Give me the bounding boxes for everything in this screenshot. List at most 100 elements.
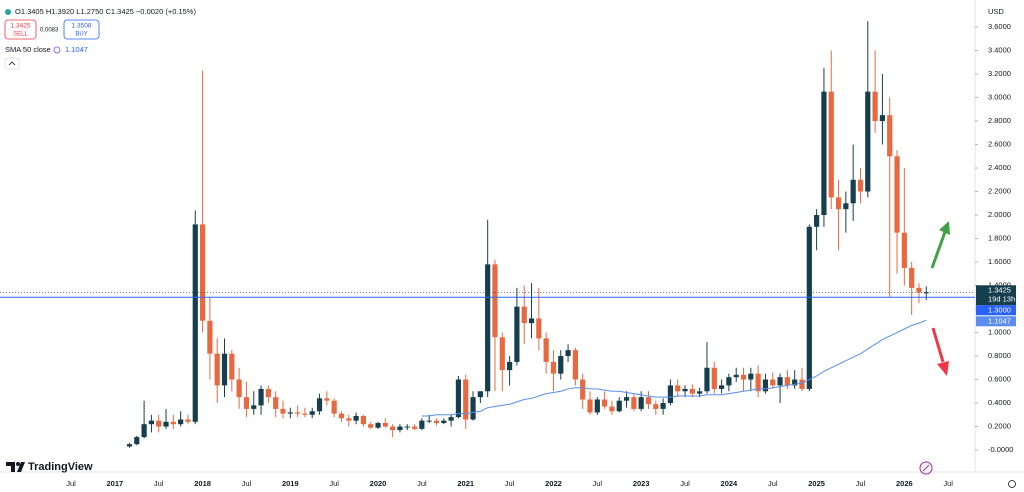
sma-line (421, 319, 927, 417)
indicator-name: SMA 50 close (5, 45, 51, 54)
sell-price: 1.3425 (11, 23, 31, 30)
candle-body (199, 224, 206, 321)
candle-body (901, 232, 907, 268)
candle-body (872, 91, 878, 122)
y-tick-label: 1.0000 (988, 328, 1011, 337)
candle-body (857, 179, 864, 192)
candle-body (185, 419, 191, 422)
candle-body (616, 400, 622, 412)
candle-body (711, 367, 717, 389)
candle-body (843, 203, 849, 210)
candle-body (448, 417, 454, 421)
spread: 0.0083 (40, 28, 59, 34)
settings-icon[interactable] (1008, 480, 1016, 488)
y-tick-label: 3.2000 (988, 69, 1011, 78)
candle-body (207, 320, 213, 354)
candle-body (697, 391, 703, 394)
x-tick-label: Jul (856, 479, 866, 488)
replay-icon[interactable] (919, 461, 933, 475)
sma-value: 1.1047 (988, 316, 1011, 325)
candle-body (799, 379, 805, 389)
x-tick-label: 2017 (107, 479, 124, 488)
candle-body (821, 91, 827, 216)
candle-body (594, 399, 600, 413)
candle-body (331, 400, 337, 414)
candle-body (477, 391, 483, 398)
indicator-icon[interactable] (53, 46, 61, 54)
x-tick-label: 2025 (808, 479, 825, 488)
buy-label: BUY (75, 32, 87, 38)
y-tick-label: 3.0000 (988, 93, 1011, 102)
y-tick-label: 1.8000 (988, 234, 1011, 243)
candle-body (733, 374, 739, 378)
last-price-value: 1.3425 (988, 285, 1011, 294)
brand-name: TradingView (28, 461, 93, 473)
candle-body (324, 398, 330, 401)
x-tick-label: 2020 (370, 479, 387, 488)
candle-body (134, 437, 140, 445)
candle-body (463, 379, 469, 420)
candle-body (923, 292, 929, 294)
candle-body (572, 350, 578, 380)
candle-body (485, 264, 491, 392)
sell-label: SELL (13, 32, 28, 38)
candle-body (792, 379, 798, 386)
candle-body (784, 377, 790, 386)
level-value: 1.3000 (988, 305, 1011, 314)
candle-body (528, 318, 535, 324)
candle-body (390, 426, 396, 431)
currency-label: USD (988, 7, 1004, 16)
candle-body (660, 403, 666, 409)
y-tick-label: 2.8000 (988, 116, 1011, 125)
candle-body (909, 267, 915, 288)
candle-body (623, 397, 630, 401)
buy-price: 1.3508 (72, 23, 92, 30)
candle-body (894, 156, 900, 233)
candle-body (192, 224, 198, 422)
candle-body (375, 423, 381, 428)
candle-body (536, 318, 542, 339)
y-tick-label: 1.4000 (988, 281, 1011, 290)
candle-body (704, 367, 710, 392)
candle-body (214, 353, 220, 386)
candle-body (762, 379, 769, 392)
candle-body (236, 379, 242, 398)
x-tick-label: 2024 (721, 479, 739, 488)
buy-button[interactable] (63, 19, 100, 40)
y-tick-label: 2.2000 (988, 187, 1011, 196)
candle-body (521, 306, 527, 324)
candle-body (507, 361, 513, 371)
candle-body (653, 404, 659, 409)
candle-body (770, 379, 776, 386)
collapse-button[interactable] (4, 57, 20, 70)
y-tick-label: 3.6000 (988, 22, 1011, 31)
candle-body (346, 418, 352, 421)
candle-body (806, 226, 812, 389)
x-tick-label: Jul (242, 479, 252, 488)
candle-body (258, 388, 264, 406)
candle-body (682, 388, 688, 392)
candle-body (251, 405, 257, 409)
x-tick-label: 2026 (896, 479, 913, 488)
candle-body (814, 215, 820, 227)
y-tick-label: 3.4000 (988, 46, 1011, 55)
candle-body (126, 444, 133, 447)
sell-button[interactable] (4, 19, 37, 40)
candle-body (718, 385, 725, 389)
x-tick-label: Jul (593, 479, 603, 488)
candle-body (433, 420, 440, 423)
y-tick-label: 0.8000 (988, 351, 1011, 360)
candle-body (295, 412, 301, 414)
y-tick-label: 2.4000 (988, 163, 1011, 172)
x-tick-label: Jul (680, 479, 690, 488)
x-tick-label: Jul (329, 479, 339, 488)
candle-body (287, 412, 293, 414)
x-tick-label: Jul (417, 479, 427, 488)
x-tick-label: Jul (505, 479, 515, 488)
sma-tag (976, 316, 1016, 327)
candle-body (360, 415, 366, 425)
x-tick-label: 2022 (545, 479, 562, 488)
candle-body (419, 420, 425, 429)
